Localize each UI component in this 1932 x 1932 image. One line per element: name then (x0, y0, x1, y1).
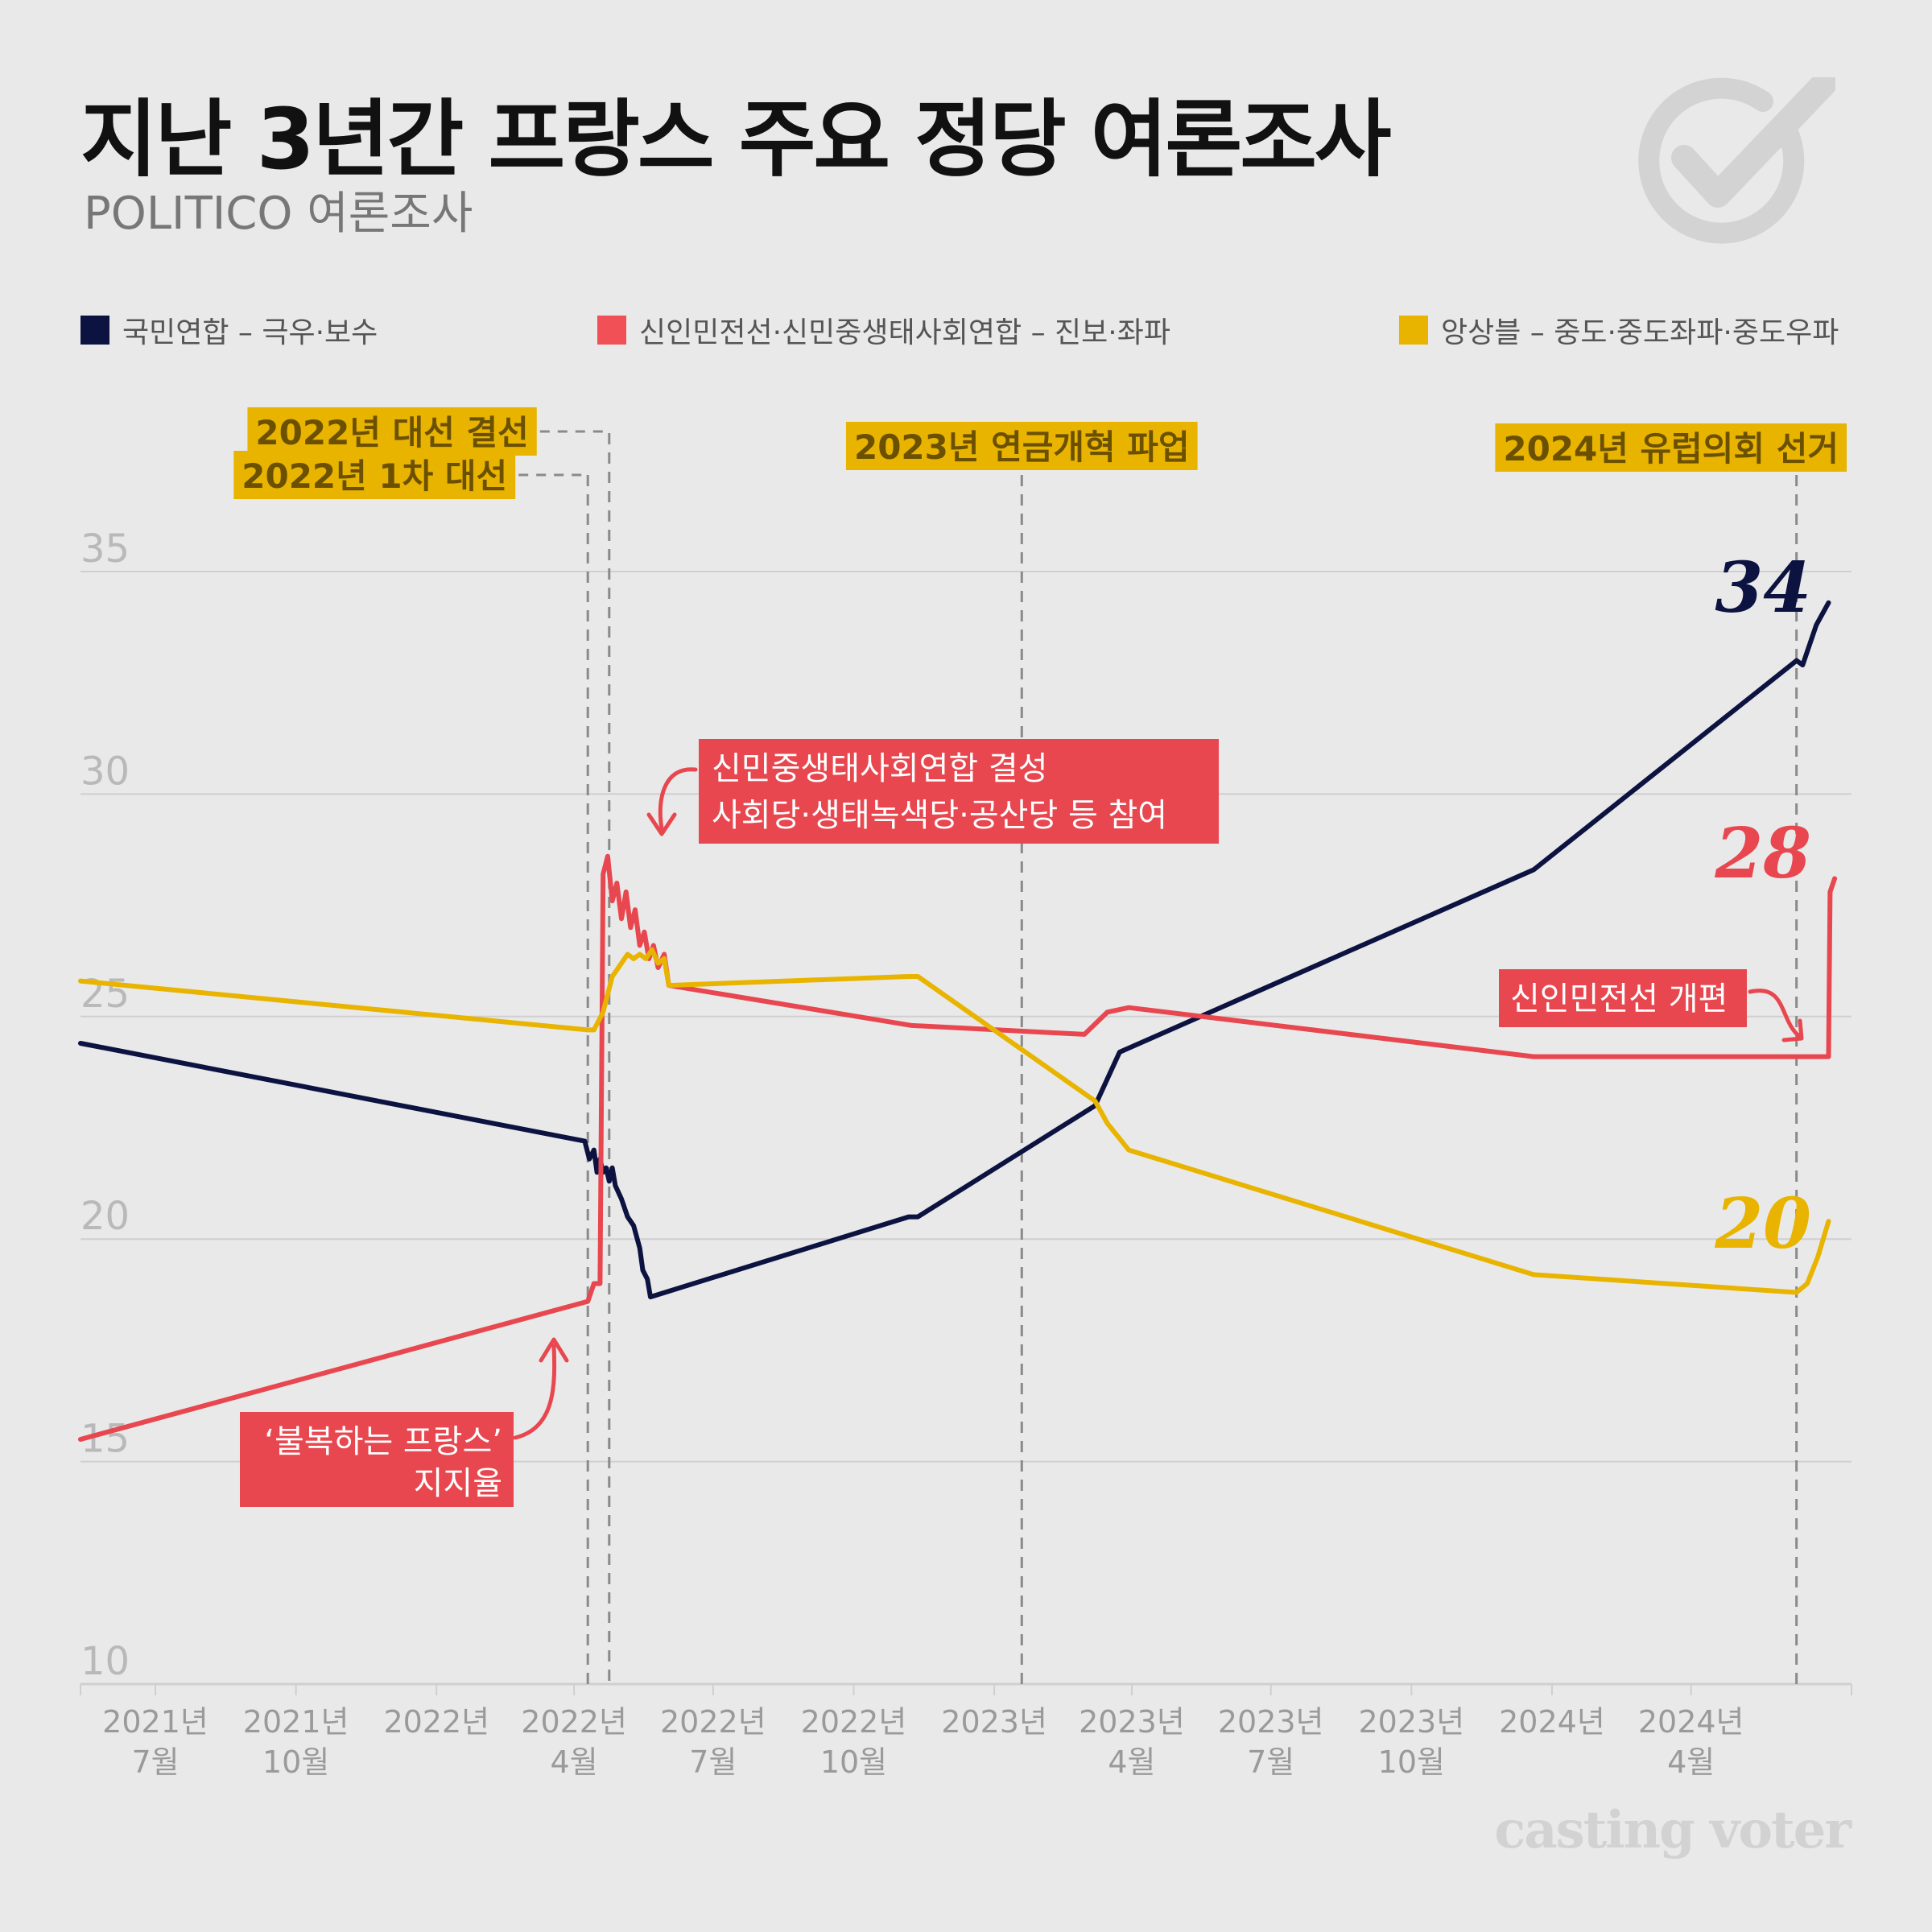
x-tick-label: 2024년 4월 (1638, 1704, 1744, 1780)
event-label-box (233, 451, 516, 499)
annotation-box (240, 1412, 514, 1507)
x-tick-label: 2021년 7월 (102, 1704, 208, 1780)
event-label-text: 2023년 연금개혁 파업 (854, 427, 1190, 467)
event-label: 2023년 연금개혁 파업 (845, 422, 1198, 470)
x-tick-label: 2023년 7월 (1218, 1704, 1324, 1780)
annotation: 신인민전선 개편 (1499, 969, 1804, 1042)
x-tick-label: 2022년 10월 (801, 1704, 907, 1780)
event-label-box (845, 422, 1198, 470)
legend-item-ensemble: 앙상블 – 중도·중도좌파·중도우파 (1399, 309, 1839, 351)
annotation-arrowhead (539, 1337, 569, 1363)
annotation: ‘불복하는 프랑스’ 지지율 (240, 1337, 569, 1507)
series-line (78, 600, 1831, 1300)
brand-logo: casting voter (1494, 1800, 1852, 1860)
x-tick-label: 2021년 10월 (243, 1704, 349, 1780)
event-label: 2022년 대선 결선 (247, 407, 609, 456)
event-label-text: 2022년 대선 결선 (255, 413, 528, 452)
annotation-box (699, 739, 1219, 844)
series-end-value: 28 (1714, 813, 1811, 894)
page-subtitle: POLITICO 여론조사 (84, 188, 473, 240)
legend-swatch (597, 316, 626, 345)
y-tick-label: 20 (80, 1194, 130, 1239)
x-tick-label: 2022년 4월 (521, 1704, 627, 1780)
annotation-text: 신인민전선 개편 (1510, 980, 1728, 1018)
event-label-text: 2024년 유럽의회 선거 (1503, 429, 1839, 469)
event-label-box (247, 407, 537, 456)
event-label: 2024년 유럽의회 선거 (1495, 423, 1847, 472)
legend-swatch (1399, 316, 1428, 345)
annotation-text: 지지율 (414, 1465, 502, 1502)
annotation-arrow (1748, 989, 1802, 1039)
x-tick-label: 2022년 (383, 1704, 489, 1740)
annotation-arrow (513, 1344, 557, 1440)
annotation-arrowhead (646, 812, 677, 836)
annotation-box (1499, 969, 1747, 1027)
annotation-arrow (658, 767, 698, 832)
annotation-text: 신민중생태사회연합 결성 (712, 750, 1048, 787)
legend-swatch (80, 316, 109, 345)
legend-item-left-union: 신인민전선·신민중생태사회연합 – 진보·좌파 (597, 309, 1170, 351)
y-tick-label: 10 (80, 1639, 130, 1684)
y-tick-label: 30 (80, 749, 130, 794)
event-label: 2022년 1차 대선 (233, 451, 588, 499)
x-tick-label: 2023년 10월 (1358, 1704, 1464, 1780)
x-tick-label: 2023년 4월 (1079, 1704, 1185, 1780)
annotation-text: 사회당·생태녹색당·공산당 등 참여 (712, 797, 1167, 834)
x-tick-label: 2023년 (941, 1704, 1047, 1740)
legend-label: 신인민전선·신민중생태사회연합 – 진보·좌파 (639, 316, 1170, 349)
event-label-text: 2022년 1차 대선 (242, 456, 507, 496)
x-tick-label: 2022년 7월 (660, 1704, 766, 1780)
series-end-value: 20 (1714, 1183, 1811, 1265)
y-tick-label: 35 (80, 526, 130, 572)
annotation-text: ‘불복하는 프랑스’ (264, 1423, 502, 1460)
series-line (78, 947, 1831, 1295)
annotation-arrowhead (1781, 1018, 1804, 1042)
checkmark-logo-icon (1638, 77, 1835, 244)
x-tick-label: 2024년 (1499, 1704, 1605, 1740)
series-line (78, 853, 1838, 1442)
legend-label: 국민연합 – 극우·보수 (122, 316, 378, 349)
y-tick-label: 25 (80, 972, 130, 1017)
page-title: 지난 3년간 프랑스 주요 정당 여론조사 (80, 90, 1392, 188)
event-label-box (1495, 423, 1847, 472)
legend-item-national-rally: 국민연합 – 극우·보수 (80, 309, 378, 351)
legend-label: 앙상블 – 중도·중도좌파·중도우파 (1441, 316, 1839, 349)
series-end-value: 34 (1715, 547, 1811, 629)
